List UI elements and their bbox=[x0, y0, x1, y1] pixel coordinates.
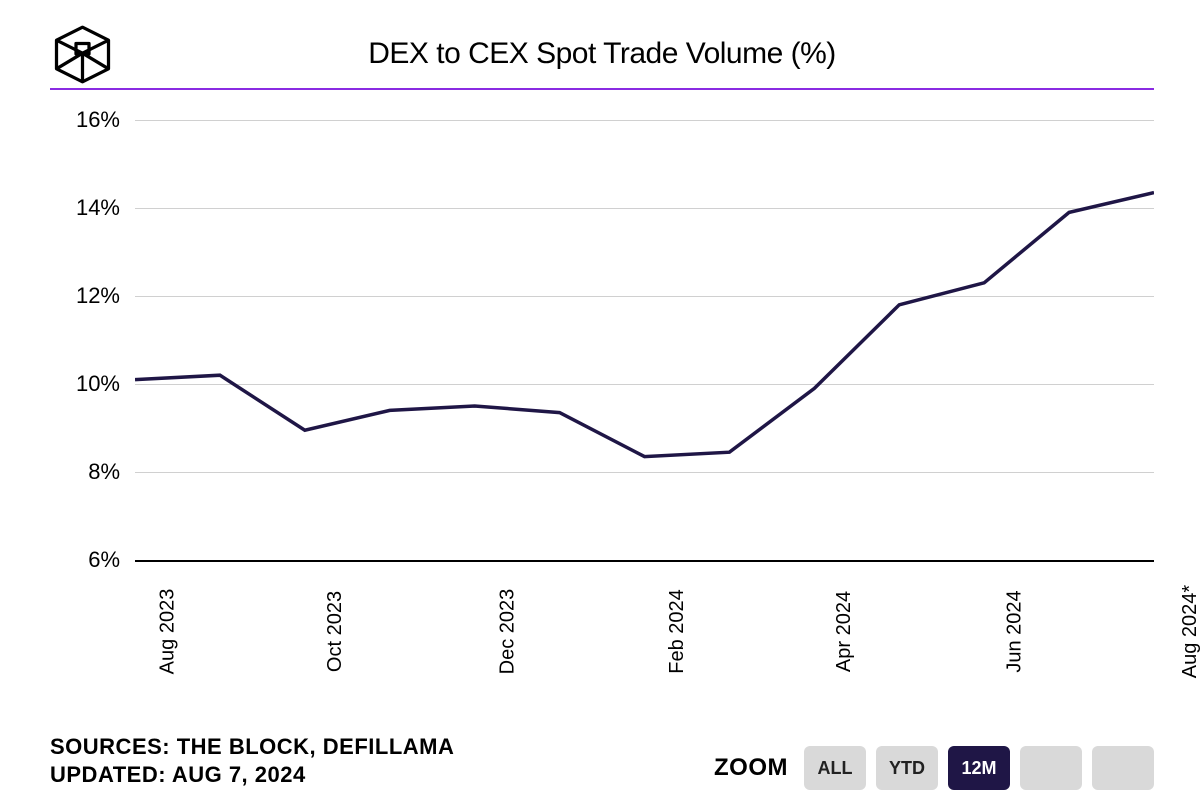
x-tick-label: Apr 2024 bbox=[833, 591, 856, 672]
plot-region bbox=[135, 120, 1154, 560]
zoom-blank-button-2[interactable] bbox=[1092, 746, 1154, 790]
x-tick-label: Dec 2023 bbox=[496, 589, 519, 675]
y-axis: 6%8%10%12%14%16% bbox=[50, 120, 130, 560]
y-tick-label: 12% bbox=[76, 283, 120, 309]
chart-footer: SOURCES: THE BLOCK, DEFILLAMA UPDATED: A… bbox=[50, 733, 1154, 790]
y-tick-label: 14% bbox=[76, 195, 120, 221]
zoom-12m-button[interactable]: 12M bbox=[948, 746, 1010, 790]
zoom-ytd-button[interactable]: YTD bbox=[876, 746, 938, 790]
x-tick-label: Feb 2024 bbox=[665, 589, 688, 674]
zoom-all-button[interactable]: ALL bbox=[804, 746, 866, 790]
y-tick-label: 6% bbox=[88, 547, 120, 573]
x-tick-label: Aug 2023 bbox=[156, 589, 179, 675]
brand-logo-icon bbox=[50, 22, 115, 87]
y-tick-label: 16% bbox=[76, 107, 120, 133]
y-tick-label: 8% bbox=[88, 459, 120, 485]
data-line bbox=[135, 193, 1154, 457]
updated-text: UPDATED: AUG 7, 2024 bbox=[50, 761, 454, 790]
chart-container: DEX to CEX Spot Trade Volume (%) 6% 8% 10%… bbox=[0, 0, 1204, 800]
chart-header: DEX to CEX Spot Trade Volume (%) bbox=[50, 20, 1154, 90]
x-tick-label: Jun 2024 bbox=[1004, 590, 1027, 672]
x-axis: Aug 2023 Oct 2023 Dec 2023 Feb 2024 Apr 2024… bbox=[135, 570, 1154, 690]
zoom-label: ZOOM bbox=[714, 754, 788, 782]
y-tick-label: 10% bbox=[76, 371, 120, 397]
zoom-blank-button-1[interactable] bbox=[1020, 746, 1082, 790]
x-tick-label: Oct 2023 bbox=[324, 591, 347, 672]
grid-line bbox=[135, 560, 1154, 562]
zoom-controls: ZOOM ALL YTD 12M bbox=[714, 746, 1154, 790]
chart-plot-area: 6%8%10%12%14%16% Aug 2023Oct 2023Dec 202… bbox=[50, 120, 1154, 590]
x-tick-label: Aug 2024* bbox=[1179, 585, 1202, 678]
sources-text: SOURCES: THE BLOCK, DEFILLAMA bbox=[50, 733, 454, 762]
source-attribution: SOURCES: THE BLOCK, DEFILLAMA UPDATED: A… bbox=[50, 733, 454, 790]
chart-title: DEX to CEX Spot Trade Volume (%) bbox=[50, 37, 1154, 71]
